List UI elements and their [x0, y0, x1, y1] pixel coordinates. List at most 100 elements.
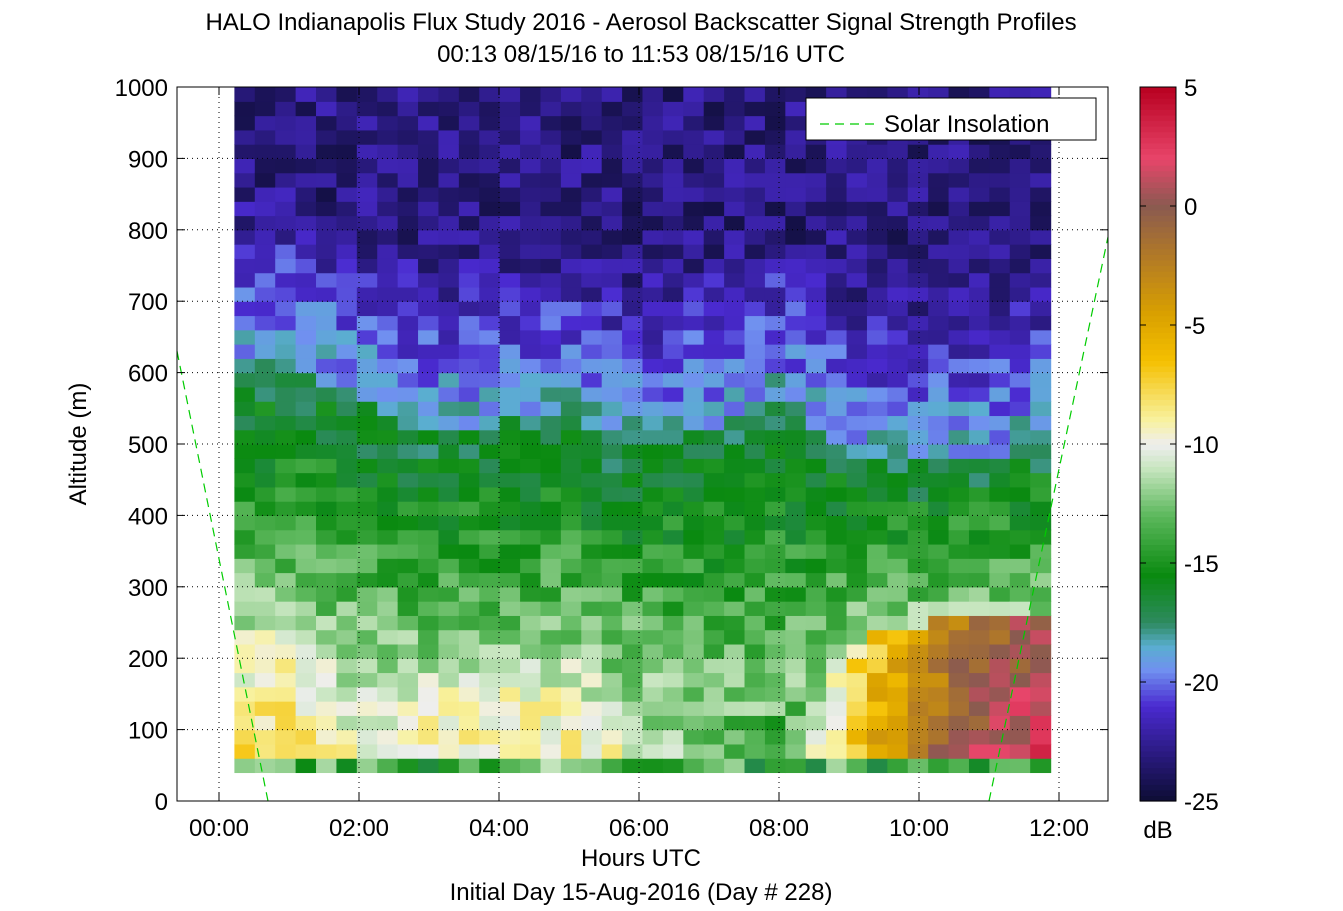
heatmap-cell — [479, 244, 501, 259]
heatmap-cell — [683, 401, 705, 417]
heatmap-cell — [662, 415, 684, 431]
heatmap-cell — [907, 458, 929, 474]
heatmap-cell — [642, 586, 664, 602]
heatmap-cell — [683, 172, 705, 188]
heatmap-cell — [601, 87, 623, 102]
heatmap-cell — [1030, 515, 1052, 531]
heatmap-cell — [540, 558, 562, 574]
heatmap-cell — [377, 129, 399, 145]
heatmap-cell — [1009, 401, 1031, 417]
legend-label-solar-insolation: Solar Insolation — [884, 111, 1049, 138]
heatmap-cell — [805, 444, 827, 459]
heatmap-cell — [336, 372, 358, 388]
heatmap-cell — [254, 258, 276, 274]
heatmap-cell — [826, 558, 848, 574]
heatmap-cell — [479, 701, 501, 716]
heatmap-cell — [601, 215, 623, 231]
heatmap-cell — [397, 701, 419, 716]
heatmap-cell — [683, 615, 705, 631]
heatmap-cell — [764, 329, 786, 345]
heatmap-cell — [377, 272, 399, 288]
heatmap-cell — [234, 115, 256, 131]
heatmap-cell — [1030, 444, 1052, 459]
heatmap-cell — [989, 358, 1011, 374]
heatmap-cell — [356, 429, 378, 445]
heatmap-cell — [397, 215, 419, 231]
heatmap-cell — [724, 301, 746, 317]
heatmap-cell — [662, 315, 684, 331]
heatmap-cell — [907, 158, 929, 174]
heatmap-cell — [744, 229, 766, 245]
heatmap-cell — [826, 144, 848, 159]
heatmap-cell — [866, 601, 888, 616]
heatmap-cell — [540, 643, 562, 659]
heatmap-cell — [744, 686, 766, 702]
heatmap-cell — [581, 115, 603, 131]
heatmap-cell — [622, 458, 644, 474]
heatmap-cell — [662, 244, 684, 259]
heatmap-cell — [866, 543, 888, 559]
heatmap-cell — [887, 401, 909, 417]
heatmap-cell — [275, 158, 297, 174]
heatmap-cell — [560, 444, 582, 459]
heatmap-cell — [948, 186, 970, 202]
heatmap-cell — [683, 701, 705, 716]
heatmap-cell — [622, 558, 644, 574]
heatmap-cell — [254, 743, 276, 759]
heatmap-cell — [560, 729, 582, 745]
heatmap-cell — [1030, 358, 1052, 374]
heatmap-cell — [397, 758, 419, 774]
heatmap-cell — [560, 743, 582, 759]
heatmap-cell — [520, 344, 542, 359]
heatmap-cell — [1009, 286, 1031, 302]
heatmap-cell — [662, 558, 684, 574]
heatmap-cell — [724, 129, 746, 145]
heatmap-cell — [724, 115, 746, 131]
heatmap-cell — [316, 572, 338, 588]
heatmap-cell — [499, 615, 521, 631]
heatmap-cell — [479, 758, 501, 774]
heatmap-cell — [703, 629, 725, 645]
heatmap-cell — [377, 358, 399, 374]
colorbar-segment — [1140, 488, 1176, 495]
heatmap-cell — [948, 329, 970, 345]
heatmap-cell — [234, 701, 256, 716]
heatmap-cell — [540, 629, 562, 645]
heatmap-cell — [601, 715, 623, 731]
heatmap-cell — [989, 215, 1011, 231]
colorbar-segment — [1140, 600, 1176, 607]
heatmap-cell — [887, 701, 909, 716]
heatmap-cell — [907, 743, 929, 759]
heatmap-cell — [397, 686, 419, 702]
heatmap-cell — [642, 301, 664, 317]
heatmap-cell — [703, 758, 725, 774]
heatmap-cell — [581, 658, 603, 674]
heatmap-cell — [295, 258, 317, 274]
heatmap-cell — [805, 543, 827, 559]
heatmap-cell — [805, 501, 827, 516]
heatmap-cell — [275, 344, 297, 359]
colorbar-tick-label: 5 — [1184, 75, 1197, 102]
heatmap-cell — [275, 686, 297, 702]
heatmap-cell — [662, 715, 684, 731]
heatmap-cell — [560, 101, 582, 117]
heatmap-cell — [438, 501, 460, 516]
heatmap-cell — [887, 172, 909, 188]
colorbar-segment — [1140, 767, 1176, 774]
heatmap-cell — [438, 729, 460, 745]
heatmap-cell — [479, 686, 501, 702]
heatmap-cell — [622, 272, 644, 288]
colorbar-segment — [1140, 103, 1176, 110]
heatmap-cell — [724, 472, 746, 488]
heatmap-cell — [254, 444, 276, 459]
heatmap-cell — [520, 643, 542, 659]
heatmap-cell — [703, 244, 725, 259]
heatmap-cell — [418, 444, 440, 459]
y-tick-label: 200 — [128, 646, 168, 673]
heatmap-cell — [907, 215, 929, 231]
heatmap-cell — [438, 686, 460, 702]
heatmap-cell — [336, 386, 358, 402]
heatmap-cell — [581, 87, 603, 102]
heatmap-cell — [887, 229, 909, 245]
heatmap-cell — [254, 358, 276, 374]
